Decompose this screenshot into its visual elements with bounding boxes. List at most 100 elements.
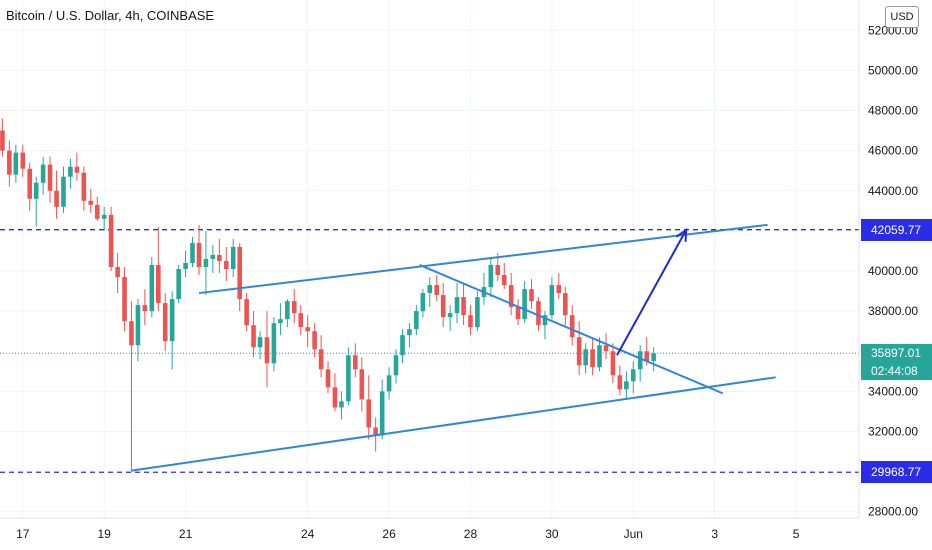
candle-body [556, 285, 562, 294]
time-tick-label: 26 [382, 527, 396, 541]
candle-body [651, 353, 656, 362]
candle-body [318, 349, 324, 370]
candle-body [203, 258, 209, 267]
candle-body [563, 293, 568, 316]
candle-body [454, 297, 460, 314]
candle-body [257, 337, 263, 348]
price-tick-label: 40000.00 [868, 264, 918, 278]
candle-body [196, 242, 202, 267]
candle-body [251, 325, 256, 348]
candle-body [630, 369, 636, 382]
candle-body [590, 349, 595, 368]
candle-body [291, 301, 297, 314]
candle-body [461, 297, 466, 316]
candle-body [440, 295, 446, 318]
candle-body [379, 391, 385, 436]
candle-body [217, 254, 222, 261]
price-tick-label: 48000.00 [868, 104, 918, 118]
candle-body [468, 315, 473, 328]
candle-body [603, 345, 609, 352]
trendline [419, 264, 724, 395]
candle-body [223, 260, 229, 269]
candle-body [305, 327, 310, 332]
candle-body [40, 164, 46, 183]
time-tick-label: 19 [98, 527, 112, 541]
time-tick-label: 24 [301, 527, 315, 541]
price-tick-label: 38000.00 [868, 304, 918, 318]
time-tick-label: 21 [179, 527, 193, 541]
candle-body [583, 349, 588, 366]
candle-body [400, 335, 405, 356]
candle-body [88, 200, 94, 205]
candle-body [617, 375, 623, 390]
candle-body [20, 152, 26, 169]
candle-body [122, 277, 127, 322]
candle-body [61, 176, 66, 207]
currency-button[interactable]: USD [885, 6, 919, 28]
price-tick-label: 46000.00 [868, 144, 918, 158]
candle-body [129, 321, 134, 346]
candle-body [644, 351, 650, 362]
candle-body [135, 305, 141, 346]
candle-body [495, 264, 501, 276]
candle-body [386, 375, 392, 392]
candle-body [68, 166, 73, 177]
candle-body [576, 337, 582, 366]
trendlines [131, 223, 776, 472]
candle-body [475, 297, 480, 328]
candle-body [522, 289, 527, 320]
candle-body [515, 307, 521, 320]
candle-body [366, 399, 372, 428]
candle-body [264, 337, 270, 364]
time-tick-label: 28 [464, 527, 478, 541]
candle-body [414, 311, 419, 330]
candle-body [529, 289, 534, 302]
candle-body [190, 242, 195, 263]
candle-body [142, 305, 148, 312]
price-tick-label: 44000.00 [868, 184, 918, 198]
candle-body [33, 182, 39, 199]
candle-body [325, 369, 331, 388]
price-tick-label: 32000.00 [868, 424, 918, 438]
candle-body [244, 299, 249, 326]
level-label-upper: 42059.77 [861, 218, 932, 241]
candle-body [427, 285, 433, 294]
candle-body [149, 264, 155, 312]
candle-body [278, 319, 283, 324]
candle-body [94, 204, 100, 219]
time-axis: 17 19 21 24 26 28 30 Jun 3 5 [16, 527, 800, 541]
time-tick-label: 17 [16, 527, 30, 541]
projection-arrow [616, 229, 688, 356]
candle-body [298, 313, 304, 328]
price-tick-label: 50000.00 [868, 63, 918, 77]
candle-body [176, 268, 181, 300]
price-tick-label: 34000.00 [868, 384, 918, 398]
candle-body [13, 152, 19, 175]
horizontal-levels [0, 229, 859, 473]
candle-body [271, 323, 277, 364]
last-price: 35897.01 [871, 346, 922, 360]
candle-body [407, 329, 412, 336]
candle-body [624, 381, 629, 390]
candle-body [346, 355, 351, 402]
candle-body [101, 214, 107, 219]
grid [0, 0, 859, 518]
candle-body [47, 164, 53, 191]
candle-body [569, 315, 575, 338]
candle-body [332, 387, 338, 408]
candle-body [108, 214, 114, 267]
candle-body [54, 190, 59, 207]
candle-body [285, 301, 290, 320]
candle-body [183, 262, 188, 269]
time-tick-label: 5 [793, 527, 800, 541]
candle-body [81, 172, 87, 201]
candle-body [115, 266, 120, 278]
candle-body [27, 168, 32, 199]
chart-title: Bitcoin / U.S. Dollar, 4h, COINBASE [6, 8, 215, 23]
candle-body [210, 254, 216, 259]
candle-body [393, 355, 399, 376]
candle-body [373, 427, 378, 436]
candle-body [359, 369, 365, 400]
candle-body [637, 351, 643, 370]
